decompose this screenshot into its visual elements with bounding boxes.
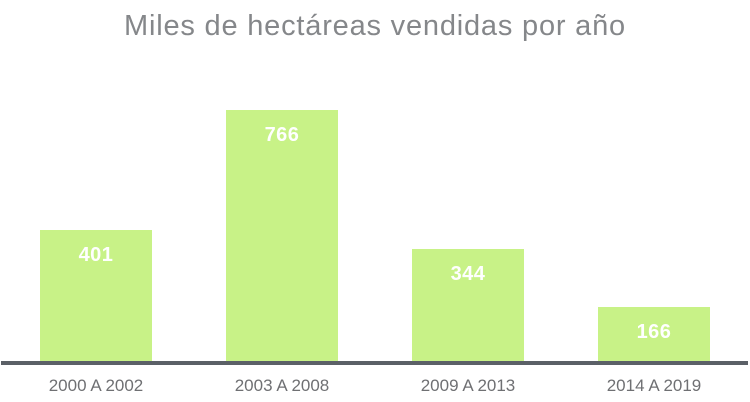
x-tick-label-2000-a-2002: 2000 A 2002 (48, 376, 144, 395)
bar-2014-a-2019: 166 (598, 307, 710, 362)
bar-value-label-2009-a-2013: 344 (450, 263, 486, 285)
bar-2000-a-2002: 401 (40, 230, 152, 362)
bar-value-label-2000-a-2002: 401 (78, 244, 114, 266)
chart-title: Miles de hectáreas vendidas por año (124, 10, 626, 42)
x-axis-line (1, 361, 748, 365)
x-tick-label-2014-a-2019: 2014 A 2019 (606, 376, 702, 395)
x-tick-label-2009-a-2013: 2009 A 2013 (420, 376, 516, 395)
bar-value-label-2014-a-2019: 166 (636, 321, 672, 343)
x-tick-label-2003-a-2008: 2003 A 2008 (234, 376, 330, 395)
bar-value-label-2003-a-2008: 766 (264, 124, 300, 146)
bar-2003-a-2008: 766 (226, 110, 338, 362)
bar-2009-a-2013: 344 (412, 249, 524, 362)
